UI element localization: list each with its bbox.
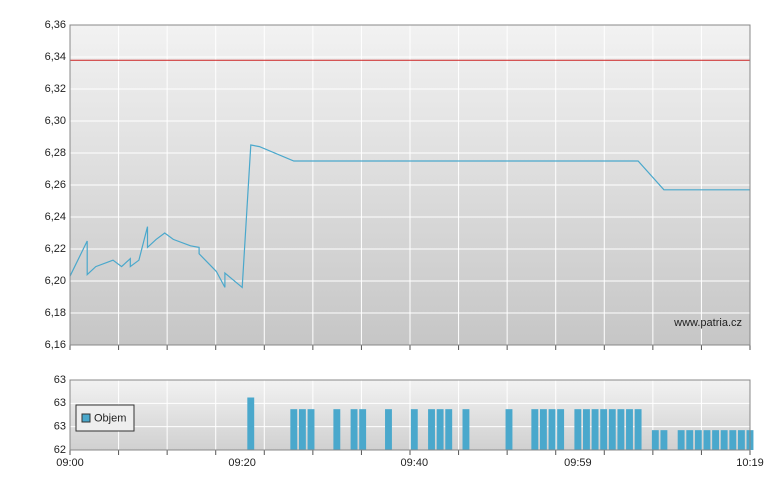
volume-bar — [737, 430, 745, 450]
volume-bar — [307, 409, 315, 450]
watermark: www.patria.cz — [673, 317, 742, 329]
x-tick-label: 09:40 — [401, 457, 429, 469]
volume-bar — [557, 409, 565, 450]
volume-bar — [298, 409, 306, 450]
plot-border — [69, 379, 751, 451]
volume-bar — [385, 409, 392, 450]
volume-bar — [462, 409, 470, 450]
y-tick-label: 6,36 — [45, 19, 66, 31]
volume-bar — [445, 409, 453, 450]
y-tick-label: 6,22 — [45, 243, 66, 255]
y-tick-label: 6,24 — [45, 211, 66, 223]
y-tick-label: 6,32 — [45, 83, 66, 95]
y-tick-label: 6,20 — [45, 275, 66, 287]
y-tick-label: 63 — [54, 374, 66, 386]
y-tick-label: 6,16 — [45, 339, 66, 351]
volume-bar — [729, 430, 737, 450]
y-tick-label: 6,28 — [45, 147, 66, 159]
volume-bar — [703, 430, 711, 450]
volume-bar — [539, 409, 547, 450]
volume-bar — [626, 409, 633, 450]
legend-label: Objem — [94, 412, 126, 424]
volume-bar — [720, 430, 728, 450]
volume-bar — [694, 430, 702, 450]
x-tick-label: 09:20 — [228, 457, 256, 469]
volume-bar — [350, 409, 358, 450]
volume-bar — [574, 409, 582, 450]
volume-bar — [505, 409, 513, 450]
volume-bar — [617, 409, 625, 450]
volume-bar — [583, 409, 590, 450]
x-tick-label: 09:00 — [56, 457, 84, 469]
y-tick-label: 63 — [54, 421, 66, 433]
y-tick-label: 6,26 — [45, 179, 66, 191]
volume-bar — [436, 409, 444, 450]
x-tick-label: 09:59 — [564, 457, 592, 469]
y-tick-label: 6,34 — [45, 51, 66, 63]
x-tick-label: 10:19 — [736, 457, 764, 469]
volume-bar — [410, 409, 418, 450]
volume-bar — [660, 430, 668, 450]
y-tick-label: 62 — [54, 444, 66, 456]
volume-bar — [333, 409, 341, 450]
volume-bar — [428, 409, 435, 450]
volume-bar — [247, 397, 255, 450]
volume-bar — [712, 430, 720, 450]
y-tick-label: 6,18 — [45, 307, 66, 319]
volume-bar — [600, 409, 608, 450]
volume-bar — [548, 409, 556, 450]
volume-bar — [651, 430, 659, 450]
price-line — [69, 144, 750, 289]
volume-bar — [531, 409, 539, 450]
volume-bar — [634, 409, 642, 450]
plot-border — [69, 24, 751, 346]
volume-bar — [677, 430, 685, 450]
volume-bar — [290, 409, 298, 450]
y-tick-label: 63 — [54, 397, 66, 409]
volume-bar — [591, 409, 599, 450]
legend-swatch — [81, 413, 91, 423]
volume-bar — [686, 430, 694, 450]
volume-bar — [359, 409, 367, 450]
y-tick-label: 6,30 — [45, 115, 66, 127]
volume-bar — [608, 409, 616, 450]
